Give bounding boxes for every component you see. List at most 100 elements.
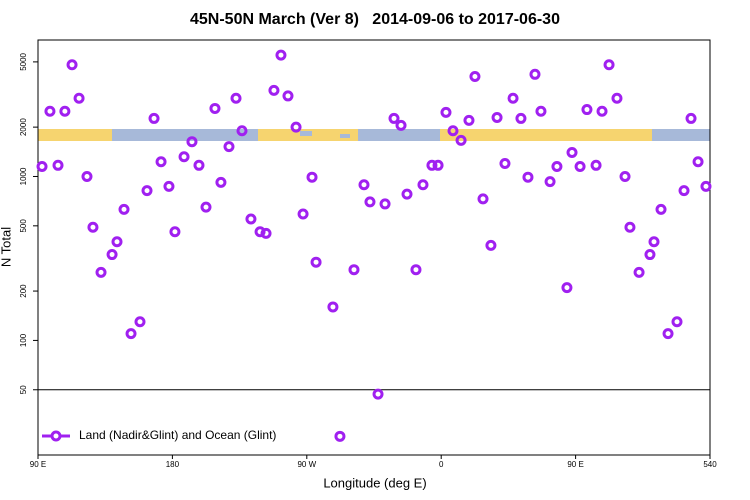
point [348, 264, 360, 276]
point [529, 68, 541, 80]
plot-frame [37, 39, 711, 456]
x-tick-label: 540 [703, 460, 717, 469]
point [633, 266, 645, 278]
point [455, 134, 467, 146]
y-tick-label: 2000 [19, 118, 28, 136]
point [358, 179, 370, 191]
point [515, 112, 527, 124]
point [186, 136, 198, 148]
point [440, 106, 452, 118]
legend-marker [50, 430, 62, 442]
point [463, 114, 475, 126]
point [603, 59, 615, 71]
point [310, 256, 322, 268]
point [297, 208, 309, 220]
point [581, 104, 593, 116]
point [655, 203, 667, 215]
point [230, 92, 242, 104]
point [334, 430, 346, 442]
point [275, 49, 287, 61]
point [245, 213, 257, 225]
point [364, 196, 376, 208]
point [685, 112, 697, 124]
point [125, 328, 137, 340]
point [215, 176, 227, 188]
legend-label: Land (Nadir&Glint) and Ocean (Glint) [79, 428, 276, 442]
x-tick-label: 90 W [297, 460, 316, 469]
point [619, 170, 631, 182]
point [200, 201, 212, 213]
point [327, 301, 339, 313]
point [169, 226, 181, 238]
point [290, 121, 302, 133]
point [372, 388, 384, 400]
point [111, 236, 123, 248]
point [551, 161, 563, 173]
point [148, 112, 160, 124]
point [134, 316, 146, 328]
point [485, 239, 497, 251]
point [254, 226, 266, 238]
x-tick-label: 90 E [567, 460, 583, 469]
y-tick-label: 50 [19, 385, 28, 394]
point [44, 105, 56, 117]
map-strip [38, 129, 710, 141]
point [87, 221, 99, 233]
point [81, 170, 93, 182]
y-tick-label: 100 [19, 333, 28, 347]
point [163, 180, 175, 192]
point [395, 119, 407, 131]
point [193, 159, 205, 171]
point [268, 84, 280, 96]
point [417, 179, 429, 191]
y-tick-label: 5000 [19, 52, 28, 70]
point [648, 236, 660, 248]
point [491, 111, 503, 123]
point [611, 92, 623, 104]
point [36, 161, 48, 173]
point [544, 176, 556, 188]
point [52, 159, 64, 171]
point [507, 92, 519, 104]
point [671, 316, 683, 328]
point [178, 151, 190, 163]
x-axis-label: Longitude (deg E) [323, 475, 426, 490]
y-tick-label: 200 [19, 284, 28, 298]
point [141, 185, 153, 197]
point [596, 105, 608, 117]
point [282, 90, 294, 102]
point [73, 92, 85, 104]
point [499, 157, 511, 169]
point [118, 203, 130, 215]
point [388, 112, 400, 124]
point [209, 102, 221, 114]
y-tick-label: 500 [19, 219, 28, 233]
point [426, 159, 438, 171]
point [379, 198, 391, 210]
x-tick-label: 90 E [30, 460, 46, 469]
point [401, 188, 413, 200]
point [561, 282, 573, 294]
point [469, 71, 481, 83]
point [477, 193, 489, 205]
y-axis-label: N Total [0, 227, 13, 267]
point [223, 141, 235, 153]
chart-title: 45N-50N March (Ver 8) 2014-09-06 to 2017… [190, 11, 560, 28]
point [410, 264, 422, 276]
point [678, 185, 690, 197]
point [535, 105, 547, 117]
point [447, 125, 459, 137]
point [306, 171, 318, 183]
point [260, 227, 272, 239]
x-tick-label: 180 [166, 460, 180, 469]
point [106, 249, 118, 261]
point [644, 249, 656, 261]
point [59, 105, 71, 117]
point [662, 328, 674, 340]
point [66, 59, 78, 71]
point [95, 266, 107, 278]
point [590, 159, 602, 171]
point [432, 159, 444, 171]
point [566, 147, 578, 159]
